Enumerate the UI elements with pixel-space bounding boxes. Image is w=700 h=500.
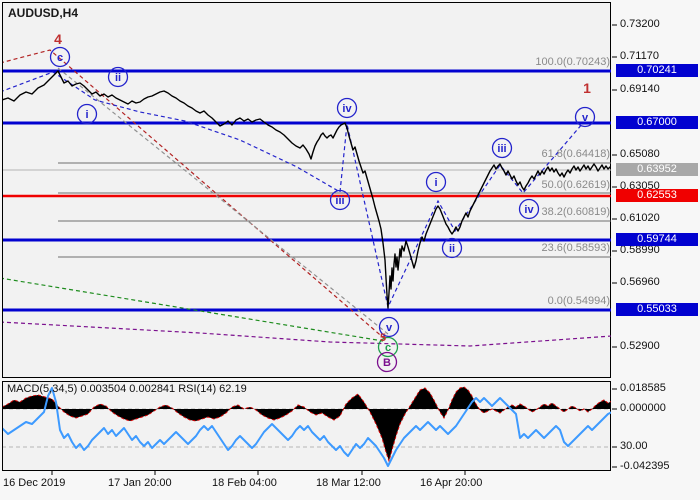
price-badge-0.55033: 0.55033	[616, 303, 698, 316]
indicator-tick-label-0.000000: 0.000000	[620, 402, 666, 414]
price-tick-label-0.52900: 0.52900	[620, 340, 660, 352]
time-label-16 Apr 20:00: 16 Apr 20:00	[420, 477, 483, 489]
indicator-tick-label-30.00: 30.00	[620, 440, 648, 452]
price-badge-0.67000: 0.67000	[616, 116, 698, 129]
fib-label-0.0: 0.0(0.54994)	[547, 295, 610, 307]
price-tick-label-0.65080: 0.65080	[620, 148, 660, 160]
price-tick-label-0.71170: 0.71170	[620, 50, 659, 62]
time-label-16 Dec 2019: 16 Dec 2019	[3, 477, 66, 489]
time-label-18 Mar 12:00: 18 Mar 12:00	[316, 477, 381, 489]
fib-label-61.8: 61.8(0.64418)	[541, 148, 611, 160]
indicator-tick-label-0.018585: 0.018585	[620, 382, 666, 394]
indicator-values-label: MACD(5,34,5) 0.003504 0.002841 RSI(14) 6…	[7, 383, 247, 395]
price-tick-label-0.56960: 0.56960	[620, 276, 660, 288]
price-tick-label-0.58990: 0.58990	[620, 244, 660, 256]
price-chart-panel[interactable]	[2, 2, 611, 378]
fib-label-23.6: 23.6(0.58593)	[541, 242, 611, 254]
price-tick-label-0.69140: 0.69140	[620, 83, 660, 95]
price-tick-label-0.61020: 0.61020	[620, 212, 660, 224]
fib-label-100.0: 100.0(0.70243)	[535, 56, 610, 68]
indicator-tick-label--0.042395: -0.042395	[620, 460, 670, 472]
price-badge-0.62553: 0.62553	[616, 189, 698, 202]
fib-label-38.2: 38.2(0.60819)	[541, 206, 611, 218]
price-badge-0.59744: 0.59744	[616, 233, 698, 246]
price-badge-0.63952: 0.63952	[616, 163, 698, 176]
time-label-18 Feb 04:00: 18 Feb 04:00	[212, 477, 277, 489]
time-label-17 Jan 20:00: 17 Jan 20:00	[108, 477, 172, 489]
symbol-title: AUDUSD,H4	[8, 6, 79, 20]
price-badge-0.70241: 0.70241	[616, 64, 698, 77]
fib-label-50.0: 50.0(0.62619)	[541, 179, 611, 191]
price-tick-label-0.73200: 0.73200	[620, 18, 660, 30]
